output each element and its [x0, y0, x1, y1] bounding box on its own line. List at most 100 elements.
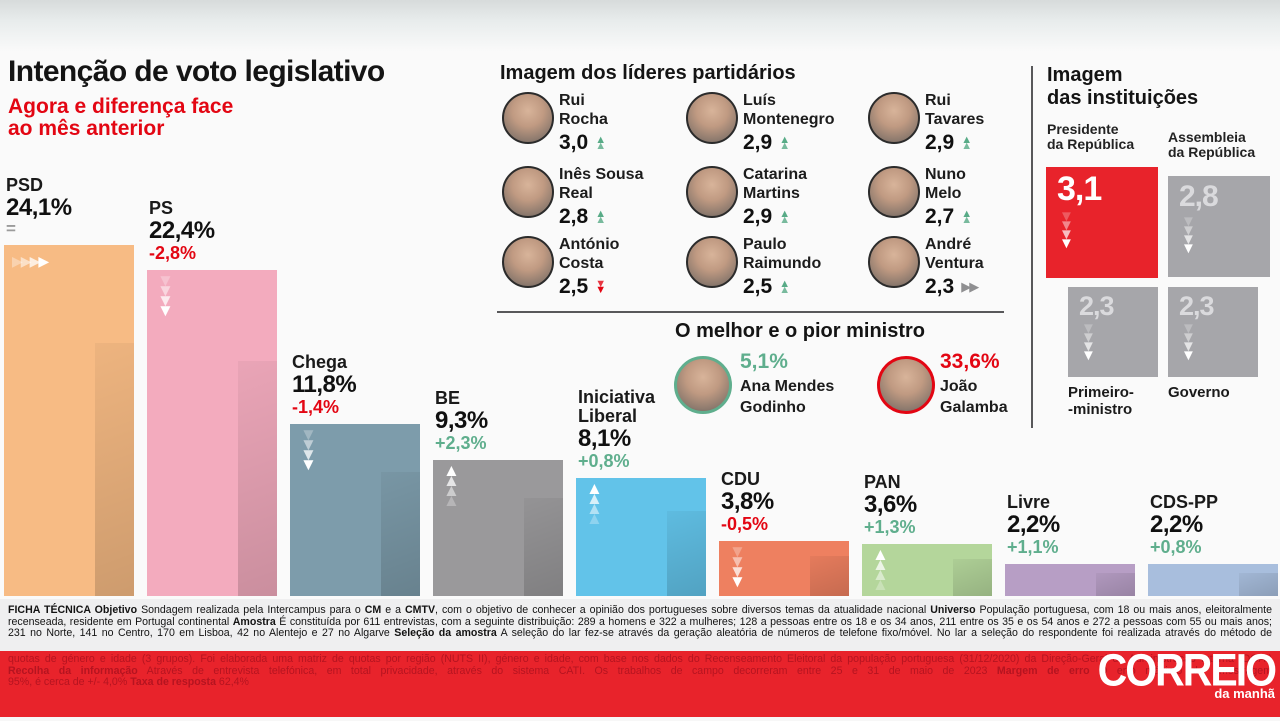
bar-cdu: ▼ ▼ ▼ ▼ — [719, 541, 849, 596]
bar-psd: ▶▶▶▶ — [4, 245, 134, 596]
institution-label-governo: Governo — [1168, 384, 1230, 401]
up-chevron-icon: ▲ — [443, 491, 460, 510]
leader-name: Real — [559, 185, 593, 202]
fact-sheet-segment: 231 no Norte, 141 no Centro, 170 em Lisb… — [8, 627, 395, 640]
down-chevron-icon: ▼ — [1059, 216, 1074, 234]
party-change: -1,4% — [292, 397, 340, 417]
bar-ps: ▼ ▼ ▼ ▼ — [147, 270, 277, 596]
down-chevron-icon: ▼ — [1059, 207, 1074, 225]
leader-name: Paulo — [743, 236, 787, 253]
right-chevron-icon: ▶ — [12, 253, 23, 269]
bar-trend-arrows: ▶▶▶▶ — [12, 253, 49, 270]
institutions-heading-line1: Imagem — [1047, 64, 1123, 86]
up-chevron-icon: ▲ — [961, 134, 973, 146]
leader-photo-rui-rocha — [502, 92, 554, 144]
down-chevron-icon: ▼ — [729, 542, 746, 561]
bar-shade — [524, 498, 563, 596]
fact-sheet-segment: É constituída por 611 entrevistas, com a… — [275, 615, 1272, 628]
party-name: PSD — [6, 175, 44, 195]
leader-trend: ▲ ▲ — [779, 208, 791, 226]
bar-shade — [1239, 572, 1278, 596]
party-name: Liberal — [578, 406, 638, 426]
down-chevron-icon: ▼ — [1059, 225, 1074, 243]
worst-minister-value: 33,6% — [940, 350, 1000, 373]
bar-label-cdu: CDU 3,8% -0,5% — [721, 469, 774, 535]
bar-shade — [1096, 572, 1135, 596]
leaders-section-heading: Imagem dos líderes partidários — [500, 62, 796, 84]
party-value: 22,4% — [149, 217, 215, 244]
leader-score-row: 2,7 ▲ ▲ — [925, 205, 972, 229]
leader-name: Nuno — [925, 166, 966, 183]
best-minister-photo — [674, 356, 732, 414]
leader-name: Catarina — [743, 166, 808, 183]
institution-label-presidente-da-rep-blica: Presidente da República — [1047, 122, 1134, 152]
up-chevron-icon: ▲ — [779, 134, 791, 146]
institution-label-line: Assembleia — [1168, 129, 1246, 145]
leader-score-row: 2,8 ▲ ▲ — [559, 205, 643, 229]
down-chevron-icon: ▼ — [1081, 347, 1096, 365]
leader-score-row: 2,9 ▲ ▲ — [743, 131, 835, 155]
up-chevron-icon: ▲ — [443, 471, 460, 490]
leader-photo-ant-nio-costa — [502, 236, 554, 288]
fact-sheet-segment: A seleção do lar fez-se através da geraç… — [496, 627, 1272, 640]
fact-sheet-segment: quotas de género e idade (3 grupos). Foi… — [8, 653, 1272, 665]
fact-sheet-segment: 95%, é cerca de +/- 4,0% — [8, 676, 131, 689]
worst-minister-name: João Galamba — [940, 376, 1008, 418]
party-name: PAN — [864, 472, 901, 492]
fact-sheet-segment: e a — [381, 604, 406, 616]
leader-photo-in-s-sousa-real — [502, 166, 554, 218]
party-value: 11,8% — [292, 371, 357, 398]
fact-sheet-keyword: Recolha da informação — [8, 664, 138, 677]
fact-sheet-segment: recenseada, residente em Portugal contin… — [8, 615, 233, 628]
worst-minister-photo — [877, 356, 935, 414]
institution-label-line: da República — [1047, 136, 1135, 152]
up-chevron-icon: ▲ — [961, 140, 973, 152]
leader-name: Raimundo — [743, 255, 822, 272]
party-name: CDU — [721, 469, 760, 489]
bar-trend-arrows: ▲ ▲ ▲ ▲ — [443, 461, 460, 510]
leader-name: André — [925, 236, 972, 253]
leader-score: 2,5 — [743, 275, 773, 298]
up-chevron-icon: ▲ — [586, 509, 603, 528]
up-chevron-icon: ▲ — [872, 545, 889, 564]
down-chevron-icon: ▼ — [729, 572, 746, 591]
leader-name: Rui — [559, 92, 585, 109]
up-chevron-icon: ▲ — [595, 140, 607, 152]
minister-name-line: Godinho — [740, 399, 806, 416]
right-chevron-icon: ▶ — [20, 253, 32, 269]
bar-shade — [810, 556, 849, 596]
down-chevron-icon: ▼ — [1081, 338, 1096, 356]
horizontal-divider — [497, 311, 1004, 313]
bar-shade — [953, 558, 992, 596]
fact-sheet-keyword: FICHA TÉCNICA Objetivo — [8, 604, 142, 616]
footer-red-band — [0, 651, 1280, 717]
institution-box-presidente-da-rep-blica: 3,1 ▼ ▼ ▼ ▼ — [1046, 167, 1158, 278]
up-chevron-icon: ▲ — [961, 214, 973, 226]
leader-card-andr-ventura: André Ventura 2,3 ▶▶ — [925, 235, 984, 299]
down-chevron-icon: ▼ — [300, 425, 317, 444]
leader-trend: ▲ ▲ — [779, 134, 791, 152]
up-chevron-icon: ▲ — [595, 208, 607, 220]
fact-sheet-line: quotas de género e idade (3 grupos). Foi… — [8, 653, 1272, 666]
worst-minister-card: 33,6% João Galamba — [940, 350, 1008, 418]
institution-box-primeiro-ministro: 2,3 ▼ ▼ ▼ ▼ — [1068, 287, 1158, 377]
minister-name-line: Galamba — [940, 399, 1008, 416]
logo-tagline: da manhã — [1214, 686, 1275, 701]
up-chevron-icon: ▲ — [779, 284, 791, 296]
top-gradient — [0, 0, 1280, 52]
bar-label-iniciativa-liberal: Iniciativa Liberal 8,1% +0,8% — [578, 388, 655, 472]
party-value: 3,6% — [864, 491, 917, 518]
fact-sheet-keyword: CMTV — [405, 604, 436, 616]
fact-sheet-segment: População portuguesa, com 18 ou mais ano… — [975, 604, 1272, 616]
best-minister-value: 5,1% — [740, 350, 788, 373]
fact-sheet-keyword: Seleção da amostra — [394, 627, 497, 640]
leader-trend: ▲ ▲ — [595, 208, 607, 226]
fact-sheet-keyword: Margem de erro — [996, 664, 1090, 677]
up-chevron-icon: ▲ — [779, 208, 791, 220]
leader-name: Inês Sousa — [559, 166, 644, 183]
institution-label-line: -ministro — [1068, 401, 1133, 418]
institution-label-line: da República — [1168, 144, 1256, 160]
down-chevron-icon: ▼ — [1181, 329, 1196, 347]
up-chevron-icon: ▲ — [443, 461, 460, 480]
bar-shade — [667, 511, 706, 596]
